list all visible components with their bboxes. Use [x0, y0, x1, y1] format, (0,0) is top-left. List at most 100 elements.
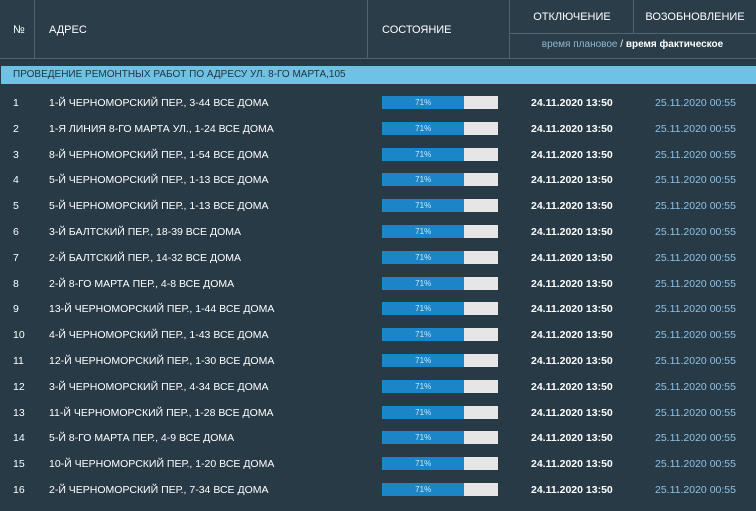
- progress-bar: 71%: [382, 199, 498, 213]
- progress-percent: 71%: [415, 226, 432, 236]
- row-on-time: 25.11.2020 00:55: [655, 251, 736, 264]
- row-off-time: 24.11.2020 13:50: [531, 225, 613, 238]
- table-row[interactable]: 9 13-Й ЧЕРНОМОРСКИЙ ПЕР., 1-44 ВСЕ ДОМА 71…: [0, 296, 756, 322]
- column-state-header: Состояние: [382, 24, 452, 36]
- table-row[interactable]: 13 11-Й ЧЕРНОМОРСКИЙ ПЕР., 1-28 ВСЕ ДОМА 7…: [0, 400, 756, 426]
- group-header[interactable]: Проведение ремонтных работ по адресу ул.…: [1, 66, 756, 84]
- progress-bar: 71%: [382, 457, 498, 471]
- row-on-time: 25.11.2020 00:55: [655, 148, 736, 161]
- row-number: 5: [13, 200, 19, 213]
- row-address: 3-Й БАЛТСКИЙ ПЕР., 18-39 ВСЕ ДОМА: [49, 225, 241, 238]
- column-divider: [509, 0, 510, 58]
- row-number: 15: [13, 458, 25, 471]
- row-off-time: 24.11.2020 13:50: [531, 354, 613, 367]
- row-number: 14: [13, 432, 25, 445]
- row-number: 2: [13, 122, 19, 135]
- time-legend: время плановое / время фактическое: [509, 39, 756, 50]
- row-off-time: 24.11.2020 13:50: [531, 458, 613, 471]
- row-on-time: 25.11.2020 00:55: [655, 432, 736, 445]
- row-address: 8-Й ЧЕРНОМОРСКИЙ ПЕР., 1-54 ВСЕ ДОМА: [49, 148, 269, 161]
- progress-fill: [382, 328, 465, 342]
- progress-fill: [382, 147, 465, 161]
- progress-bar: 71%: [382, 328, 498, 342]
- row-off-time: 24.11.2020 13:50: [531, 277, 613, 290]
- progress-percent: 71%: [415, 484, 432, 494]
- row-address: 13-Й ЧЕРНОМОРСКИЙ ПЕР., 1-44 ВСЕ ДОМА: [49, 303, 275, 316]
- column-divider: [34, 0, 35, 58]
- row-address: 5-Й ЧЕРНОМОРСКИЙ ПЕР., 1-13 ВСЕ ДОМА: [49, 200, 269, 213]
- progress-bar: 71%: [382, 173, 498, 187]
- table-row[interactable]: 3 8-Й ЧЕРНОМОРСКИЙ ПЕР., 1-54 ВСЕ ДОМА 71%…: [0, 142, 756, 168]
- table-row[interactable]: 14 5-Й 8-ГО МАРТА ПЕР., 4-9 ВСЕ ДОМА 71% 24…: [0, 425, 756, 451]
- row-number: 1: [13, 97, 19, 109]
- table-row[interactable]: 6 3-Й БАЛТСКИЙ ПЕР., 18-39 ВСЕ ДОМА 71% 24.…: [0, 219, 756, 245]
- progress-fill: [382, 482, 465, 496]
- progress-fill: [382, 379, 465, 393]
- progress-percent: 71%: [415, 252, 432, 262]
- row-on-time: 25.11.2020 00:55: [655, 406, 736, 419]
- row-address: 5-Й ЧЕРНОМОРСКИЙ ПЕР., 1-13 ВСЕ ДОМА: [49, 174, 269, 187]
- table-row[interactable]: 5 5-Й ЧЕРНОМОРСКИЙ ПЕР., 1-13 ВСЕ ДОМА 71%…: [0, 193, 756, 219]
- table-row[interactable]: 12 3-Й ЧЕРНОМОРСКИЙ ПЕР., 4-34 ВСЕ ДОМА 71…: [0, 374, 756, 400]
- column-number-header: №: [13, 24, 25, 36]
- row-number: 9: [13, 303, 19, 316]
- row-on-time: 25.11.2020 00:55: [655, 174, 736, 187]
- row-number: 13: [13, 406, 25, 419]
- row-on-time: 25.11.2020 00:55: [655, 200, 736, 213]
- row-number: 4: [13, 174, 19, 187]
- row-address: 3-Й ЧЕРНОМОРСКИЙ ПЕР., 4-34 ВСЕ ДОМА: [49, 380, 269, 393]
- table-body: 1 1-Й ЧЕРНОМОРСКИЙ ПЕР., 3-44 ВСЕ ДОМА 71%…: [0, 90, 756, 503]
- legend-actual: время фактическое: [625, 39, 724, 50]
- row-address: 11-Й ЧЕРНОМОРСКИЙ ПЕР., 1-28 ВСЕ ДОМА: [49, 406, 274, 419]
- progress-bar: 71%: [382, 379, 498, 393]
- progress-percent: 71%: [415, 355, 432, 365]
- row-address: 12-Й ЧЕРНОМОРСКИЙ ПЕР., 1-30 ВСЕ ДОМА: [49, 354, 275, 367]
- row-number: 11: [13, 354, 24, 367]
- row-number: 12: [13, 380, 25, 393]
- table-row[interactable]: 10 4-Й ЧЕРНОМОРСКИЙ ПЕР., 1-43 ВСЕ ДОМА 71…: [0, 322, 756, 348]
- row-number: 3: [13, 148, 19, 161]
- legend-planned: время плановое: [541, 39, 618, 50]
- row-off-time: 24.11.2020 13:50: [531, 380, 613, 393]
- table-row[interactable]: 2 1-Я ЛИНИЯ 8-ГО МАРТА УЛ., 1-24 ВСЕ ДОМА…: [0, 116, 756, 142]
- row-address: 1-Й ЧЕРНОМОРСКИЙ ПЕР., 3-44 ВСЕ ДОМА: [49, 97, 269, 109]
- table-header: № Адрес Состояние Отключение Возобновлен…: [0, 0, 756, 59]
- progress-fill: [382, 173, 465, 187]
- progress-fill: [382, 199, 465, 213]
- row-on-time: 25.11.2020 00:55: [655, 380, 736, 393]
- progress-fill: [382, 302, 465, 316]
- progress-bar: 71%: [382, 405, 498, 419]
- table-row[interactable]: 16 2-Й ЧЕРНОМОРСКИЙ ПЕР., 7-34 ВСЕ ДОМА 71…: [0, 477, 756, 503]
- progress-percent: 71%: [415, 433, 432, 443]
- row-off-time: 24.11.2020 13:50: [531, 148, 613, 161]
- progress-percent: 71%: [415, 201, 432, 211]
- legend-separator: /: [617, 39, 626, 50]
- progress-percent: 71%: [415, 407, 432, 417]
- progress-fill: [382, 276, 465, 290]
- row-off-time: 24.11.2020 13:50: [531, 406, 613, 419]
- progress-fill: [382, 431, 465, 445]
- row-off-time: 24.11.2020 13:50: [531, 97, 613, 109]
- table-row[interactable]: 8 2-Й 8-ГО МАРТА ПЕР., 4-8 ВСЕ ДОМА 71% 24.…: [0, 271, 756, 297]
- row-number: 10: [13, 329, 25, 342]
- table-row[interactable]: 4 5-Й ЧЕРНОМОРСКИЙ ПЕР., 1-13 ВСЕ ДОМА 71%…: [0, 167, 756, 193]
- progress-fill: [382, 250, 465, 264]
- header-divider: [509, 33, 756, 34]
- column-divider: [633, 0, 634, 33]
- row-off-time: 24.11.2020 13:50: [531, 432, 613, 445]
- row-on-time: 25.11.2020 00:55: [655, 329, 736, 342]
- progress-fill: [382, 405, 465, 419]
- row-off-time: 24.11.2020 13:50: [531, 174, 613, 187]
- column-on-header: Возобновление: [645, 11, 745, 23]
- table-row[interactable]: 7 2-Й БАЛТСКИЙ ПЕР., 14-32 ВСЕ ДОМА 71% 24.…: [0, 245, 756, 271]
- progress-percent: 71%: [415, 149, 432, 159]
- row-number: 7: [13, 251, 19, 264]
- row-address: 2-Й ЧЕРНОМОРСКИЙ ПЕР., 7-34 ВСЕ ДОМА: [49, 483, 269, 496]
- row-on-time: 25.11.2020 00:55: [655, 303, 736, 316]
- table-row[interactable]: 15 10-Й ЧЕРНОМОРСКИЙ ПЕР., 1-20 ВСЕ ДОМА 7…: [0, 451, 756, 477]
- row-address: 2-Й БАЛТСКИЙ ПЕР., 14-32 ВСЕ ДОМА: [49, 251, 241, 264]
- table-row[interactable]: 1 1-Й ЧЕРНОМОРСКИЙ ПЕР., 3-44 ВСЕ ДОМА 71%…: [0, 90, 756, 116]
- column-address-header: Адрес: [49, 24, 87, 36]
- row-on-time: 25.11.2020 00:55: [655, 97, 736, 109]
- table-row[interactable]: 11 12-Й ЧЕРНОМОРСКИЙ ПЕР., 1-30 ВСЕ ДОМА 7…: [0, 348, 756, 374]
